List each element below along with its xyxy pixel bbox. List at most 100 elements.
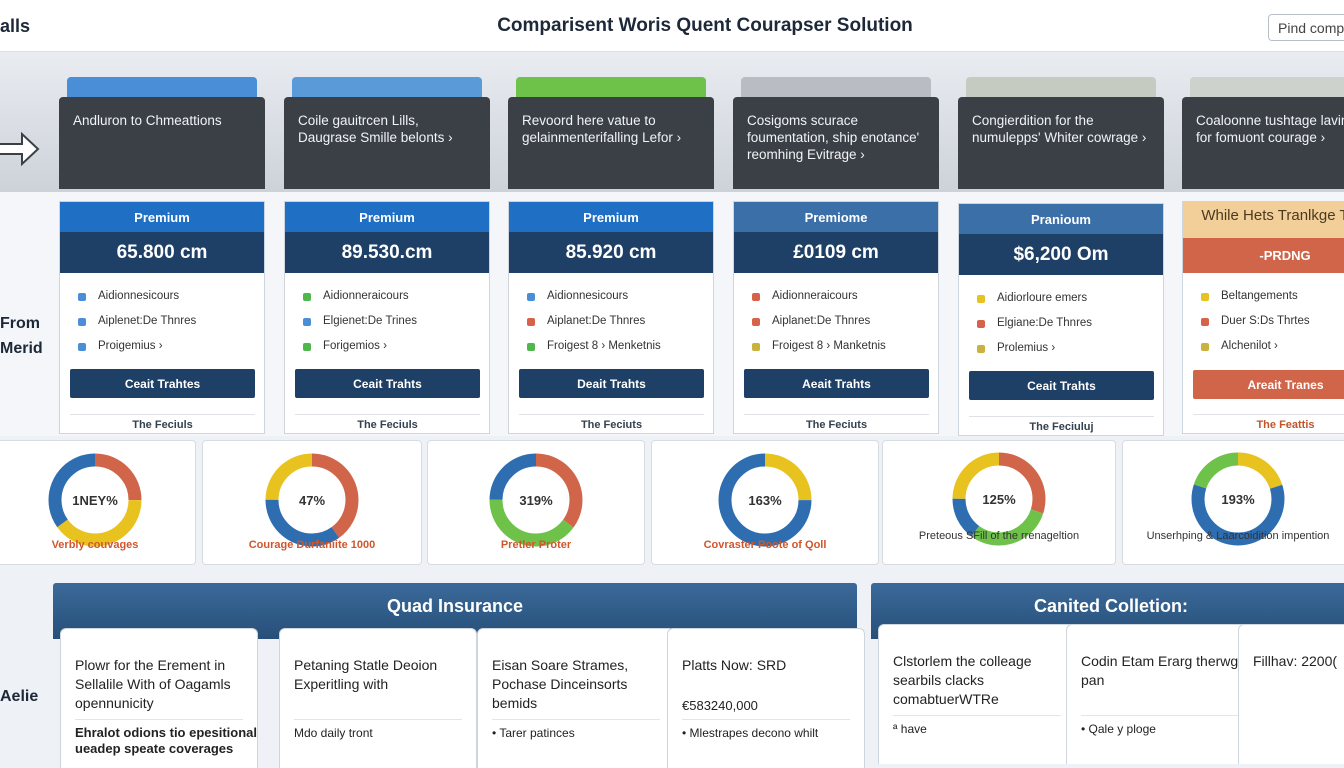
feature-label: Froigest 8 › Menketnis bbox=[547, 340, 661, 352]
info-card-text: Fillhav: 2200( bbox=[1253, 653, 1338, 669]
plan-button[interactable]: Ceait Trahts bbox=[295, 369, 480, 398]
arrow-right-icon bbox=[0, 131, 40, 167]
feature-label: Aidionnesicours bbox=[547, 290, 629, 302]
bullet-icon bbox=[1201, 293, 1209, 301]
feature-list: Aidionnesicours Aiplanet:De Thnres Froiges… bbox=[509, 273, 713, 365]
info-card: Platts Now: SRD €583240,000 • Mlestrapes d… bbox=[667, 628, 865, 768]
plan-button[interactable]: Ceait Trahts bbox=[969, 371, 1154, 400]
bullet-icon bbox=[977, 345, 985, 353]
donut-chart: 319% bbox=[489, 453, 583, 547]
plan-tier: Premium bbox=[285, 202, 489, 232]
info-card: Plowr for the Erement in Sellalile With … bbox=[60, 628, 258, 768]
plan-button[interactable]: Deait Trahts bbox=[519, 369, 704, 398]
donut-segment bbox=[48, 453, 142, 547]
search-input[interactable]: Pind comp bbox=[1268, 14, 1344, 41]
feature-list: Aidionneraicours Elgienet:De Trines Forige… bbox=[285, 273, 489, 365]
plan-price: 89.530.cm bbox=[285, 232, 489, 273]
plan-footer-link[interactable]: The Feciuts bbox=[519, 414, 704, 431]
plan-price: $6,200 Om bbox=[959, 234, 1163, 275]
plan-tier: Premiome bbox=[734, 202, 938, 232]
bullet-icon bbox=[977, 320, 985, 328]
feature-label: Proigemius › bbox=[98, 340, 163, 352]
feature-label: Froigest 8 › Manketnis bbox=[772, 340, 886, 352]
donut-segment bbox=[265, 453, 359, 547]
feature-list: Beltangements Duer S:Ds Thrtes Alchenilot … bbox=[1183, 273, 1344, 365]
bullet-icon bbox=[527, 293, 535, 301]
header-card[interactable]: Coile gauitrcen Lills, Daugrase Smille b… bbox=[284, 97, 490, 189]
plan-price: £0109 cm bbox=[734, 232, 938, 273]
info-card-text: Codin Etam Erarg therwg pan bbox=[1081, 653, 1239, 688]
donut-caption: Unserhping & Laarcoidition impention bbox=[1146, 530, 1330, 542]
plan-footer-link[interactable]: The Feattis bbox=[1193, 414, 1344, 431]
plan-button[interactable]: Ceait Trahtes bbox=[70, 369, 255, 398]
header-card[interactable]: Cosigoms scurace foumentation, ship enot… bbox=[733, 97, 939, 189]
info-card-subtext: Mdo daily tront bbox=[294, 726, 373, 740]
feature-item: Prolemius › bbox=[977, 342, 1163, 367]
donut-percent: 319% bbox=[519, 493, 553, 508]
feature-item: Beltangements bbox=[1201, 290, 1344, 315]
header-card[interactable]: Andluron to Chmeattions bbox=[59, 97, 265, 189]
feature-item: Aiplenet:De Thnres bbox=[78, 315, 264, 340]
plan-footer-link[interactable]: The Feciuls bbox=[295, 414, 480, 431]
feature-label: Elgienet:De Trines bbox=[323, 315, 417, 327]
feature-item: Aiplanet:De Thnres bbox=[527, 315, 713, 340]
info-card: Clstorlem the colleage searbils clacks c… bbox=[878, 624, 1076, 764]
donut-percent: 1NEY% bbox=[72, 493, 118, 508]
donut-segment bbox=[265, 453, 359, 547]
info-card: Codin Etam Erarg therwg pan • Qale y plog… bbox=[1066, 624, 1264, 764]
feature-list: Aidionneraicours Aiplanet:De Thnres Froige… bbox=[734, 273, 938, 365]
donut-caption: Verbly couvages bbox=[51, 539, 139, 551]
plan-tier: Pranioum bbox=[959, 204, 1163, 234]
divider bbox=[1081, 715, 1249, 716]
donut-chart: 163% bbox=[718, 453, 812, 547]
info-card-text: Petaning Statle Deoion Experitling with bbox=[294, 657, 438, 692]
header-card[interactable]: Congierdition for the numulepps' Whiter … bbox=[958, 97, 1164, 189]
pricing-card: Pranioum $6,200 Om Aidiorloure emers Elgian… bbox=[958, 203, 1164, 436]
divider bbox=[75, 719, 243, 720]
plan-footer-link[interactable]: The Feciuts bbox=[744, 414, 929, 431]
info-card-subtext: • Qale y ploge bbox=[1081, 722, 1156, 736]
bullet-icon bbox=[752, 318, 760, 326]
header-card[interactable]: Coaloonne tushtage lavinact for fomuont … bbox=[1182, 97, 1344, 189]
plan-price: 65.800 cm bbox=[60, 232, 264, 273]
bullet-icon bbox=[303, 343, 311, 351]
feature-item: Duer S:Ds Thrtes bbox=[1201, 315, 1344, 340]
feature-label: Aidionneraicours bbox=[323, 290, 409, 302]
feature-item: Aidionnesicours bbox=[527, 290, 713, 315]
feature-label: Aiplanet:De Thnres bbox=[547, 315, 646, 327]
bullet-icon bbox=[303, 318, 311, 326]
bullet-icon bbox=[527, 343, 535, 351]
plan-button[interactable]: Areait Tranes bbox=[1193, 370, 1344, 399]
bullet-icon bbox=[752, 343, 760, 351]
header-card-tab bbox=[741, 77, 931, 97]
feature-item: Froigest 8 › Menketnis bbox=[527, 340, 713, 365]
plan-price: -PRDNG bbox=[1183, 238, 1344, 273]
pricing-card: Premiome £0109 cm Aidionneraicours Aiplanet… bbox=[733, 201, 939, 434]
pricing-card: Premium 65.800 cm Aidionnesicours Aiplenet:… bbox=[59, 201, 265, 434]
info-card-subtext: • Tarer patinces bbox=[492, 726, 575, 740]
plan-footer-link[interactable]: The Feciuls bbox=[70, 414, 255, 431]
page-title: Comparisent Woris Quent Courapser Soluti… bbox=[497, 15, 913, 36]
feature-list: Aidionnesicours Aiplenet:De Thnres Proigem… bbox=[60, 273, 264, 365]
donut-card: 47% Courage Durfaniite 1000 bbox=[202, 440, 422, 565]
info-card-amount: €583240,000 bbox=[682, 698, 758, 713]
bullet-icon bbox=[78, 318, 86, 326]
divider bbox=[492, 719, 660, 720]
header-card[interactable]: Revoord here vatue to gelainmenterifalli… bbox=[508, 97, 714, 189]
donut-card: 125% Preteous SFill of the rrenageltion bbox=[882, 440, 1116, 565]
feature-item: Froigest 8 › Manketnis bbox=[752, 340, 938, 365]
donut-segment bbox=[48, 453, 142, 547]
plan-button[interactable]: Aeait Trahts bbox=[744, 369, 929, 398]
feature-item: Aidiorloure emers bbox=[977, 292, 1163, 317]
plan-footer-link[interactable]: The Feciuluj bbox=[969, 416, 1154, 433]
side-label-from: From bbox=[0, 315, 40, 332]
top-bar: alls Comparisent Woris Quent Courapser S… bbox=[0, 0, 1344, 52]
pricing-card: Premium 85.920 cm Aidionnesicours Aiplanet:… bbox=[508, 201, 714, 434]
feature-label: Aiplanet:De Thnres bbox=[772, 315, 871, 327]
info-card: Fillhav: 2200( bbox=[1238, 624, 1344, 764]
bullet-icon bbox=[303, 293, 311, 301]
donut-card: 319% Pretler Proter bbox=[427, 440, 645, 565]
feature-label: Aidionnesicours bbox=[98, 290, 180, 302]
donut-card: 163% Covraster Poote of Qoll bbox=[651, 440, 879, 565]
feature-label: Alchenilot › bbox=[1221, 340, 1278, 352]
